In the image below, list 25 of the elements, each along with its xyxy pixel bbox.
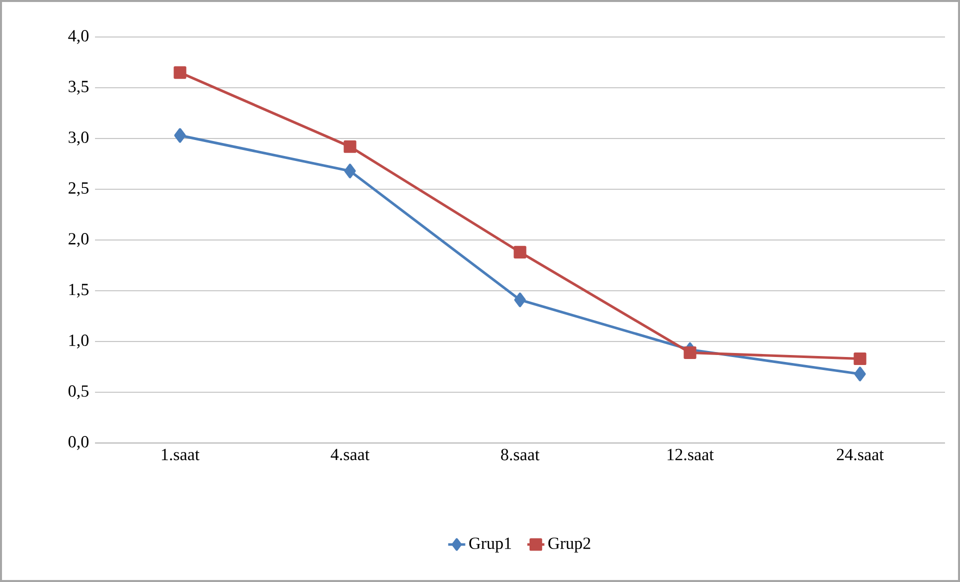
x-tick-label: 12.saat bbox=[668, 448, 714, 460]
point bbox=[174, 128, 186, 143]
x-tick-label: 4.saat bbox=[330, 448, 370, 460]
point bbox=[344, 164, 356, 178]
y-tick-label: 2,5 bbox=[68, 182, 88, 196]
point bbox=[684, 346, 696, 359]
y-tick-label: 0,0 bbox=[68, 436, 88, 450]
x-tick-label: 1.saat bbox=[162, 448, 200, 460]
y-tick-label: 0,5 bbox=[68, 385, 88, 400]
legend-label: Grup1 bbox=[469, 538, 511, 552]
point bbox=[514, 292, 526, 308]
y-tick-label: 1,5 bbox=[69, 284, 88, 298]
y-tick-label: 4,0 bbox=[68, 30, 88, 44]
y-tick-label: 3,0 bbox=[68, 132, 88, 146]
x-tick-label: 24.saat bbox=[836, 448, 884, 460]
x-tick-label: 8.saat bbox=[501, 448, 540, 460]
point bbox=[174, 66, 186, 79]
point bbox=[854, 352, 866, 366]
point bbox=[344, 140, 356, 153]
legend-label: Grup2 bbox=[548, 538, 590, 552]
point bbox=[854, 366, 866, 382]
y-tick-label: 2,0 bbox=[68, 233, 88, 247]
point bbox=[514, 246, 526, 258]
y-tick-label: 3,5 bbox=[68, 80, 88, 95]
y-tick-label: 1,0 bbox=[69, 334, 88, 348]
